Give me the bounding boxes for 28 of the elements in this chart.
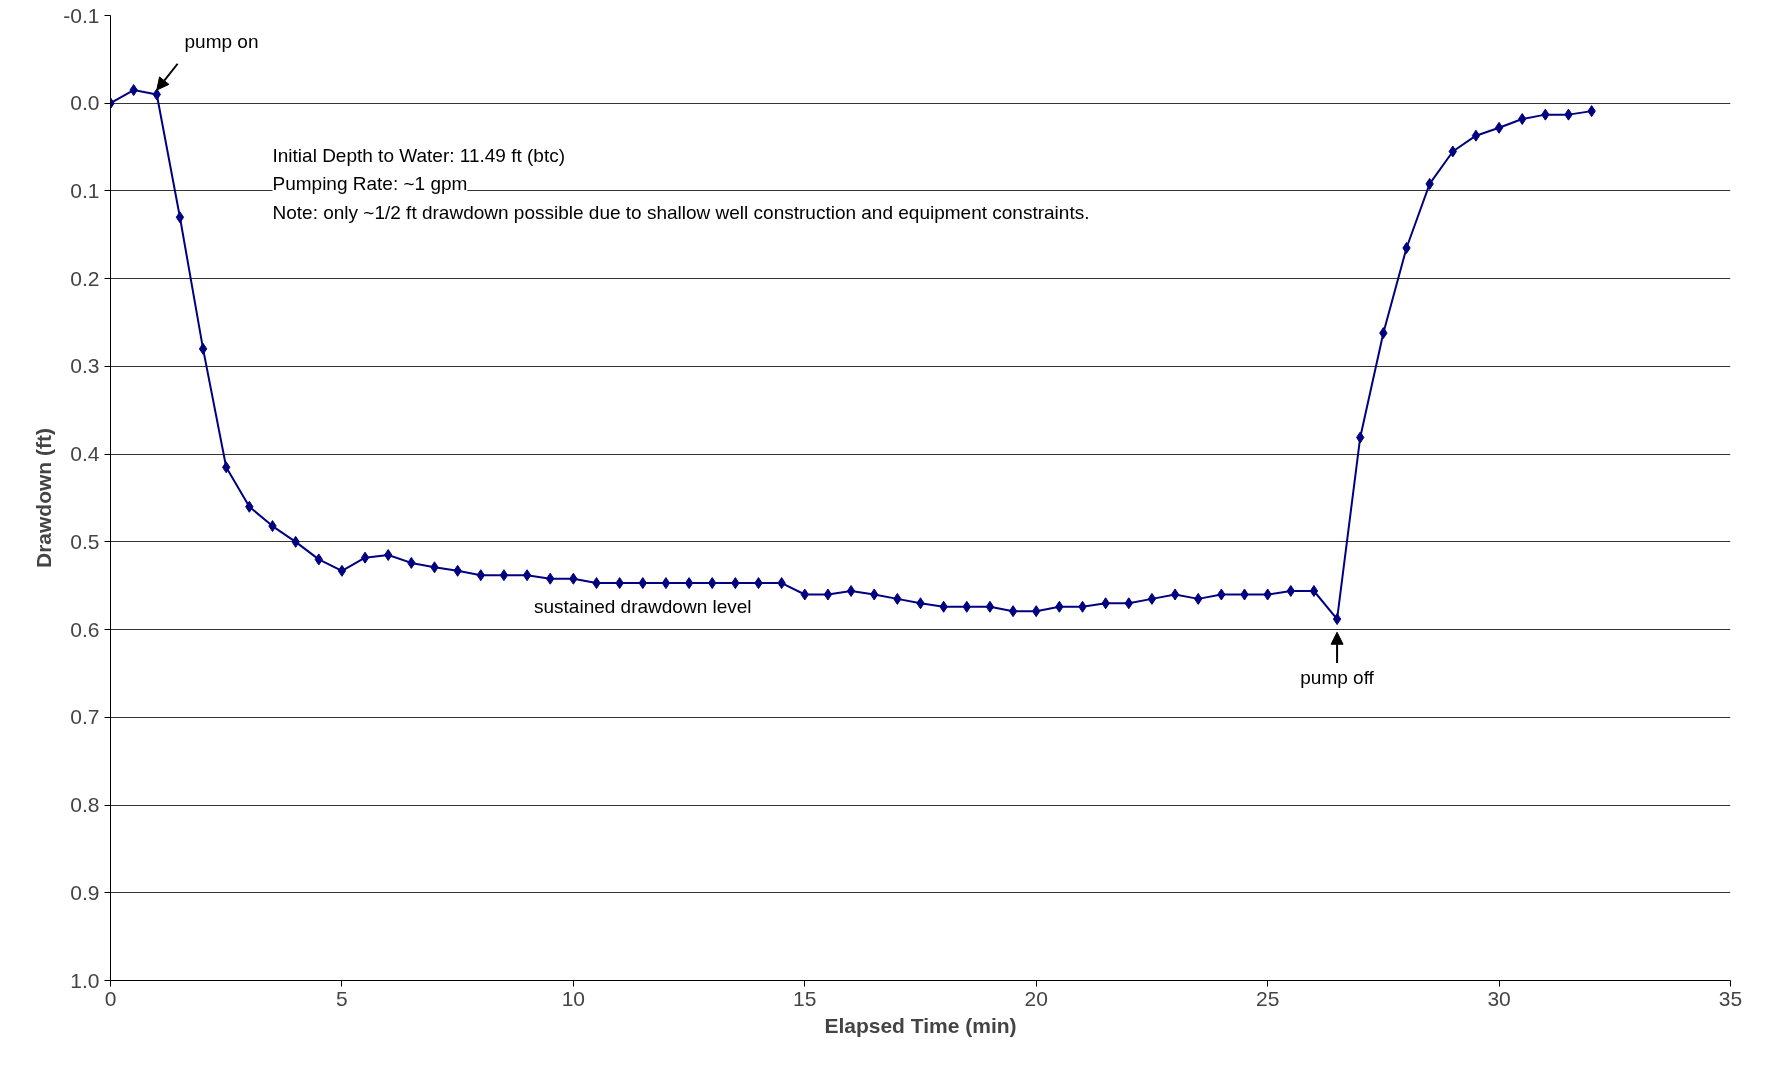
annotation: Pumping Rate: ~1 gpm xyxy=(272,173,468,195)
x-tick-label: 10 xyxy=(561,986,586,1010)
y-tick-label: -0.1 xyxy=(63,3,100,27)
y-tick-label: 0.4 xyxy=(70,442,100,466)
x-tick-label: 25 xyxy=(1255,986,1280,1010)
x-tick-label: 35 xyxy=(1718,986,1743,1010)
annotation: Note: only ~1/2 ft drawdown possible due to shallow well construction and equipment constraints. xyxy=(272,201,1090,223)
x-tick-label: 15 xyxy=(793,986,817,1010)
annotation: Initial Depth to Water: 11.49 ft (btc) xyxy=(272,145,566,167)
y-tick-label: 0.6 xyxy=(70,617,100,641)
x-tick-label: 0 xyxy=(104,986,117,1010)
annotation: sustained drawdown level xyxy=(534,596,752,618)
y-tick-label: 1.0 xyxy=(70,968,100,992)
y-tick-label: 0.5 xyxy=(70,529,100,553)
x-axis-title: Elapsed Time (min) xyxy=(824,1013,1017,1037)
y-tick-label: 0.9 xyxy=(70,880,100,904)
annotation: pump off xyxy=(1300,667,1375,689)
y-tick-label: 0.3 xyxy=(70,354,100,378)
x-tick-label: 30 xyxy=(1487,986,1511,1010)
y-axis-title: Drawdown (ft) xyxy=(32,428,56,568)
y-tick-label: 0.1 xyxy=(70,178,100,202)
y-tick-label: 0.7 xyxy=(70,705,100,729)
x-tick-label: 20 xyxy=(1024,986,1048,1010)
annotation: pump on xyxy=(184,31,259,53)
y-tick-label: 0.8 xyxy=(70,793,100,817)
y-tick-label: 0.2 xyxy=(70,266,100,290)
y-tick-label: 0.0 xyxy=(70,91,100,115)
x-tick-label: 5 xyxy=(336,986,348,1010)
